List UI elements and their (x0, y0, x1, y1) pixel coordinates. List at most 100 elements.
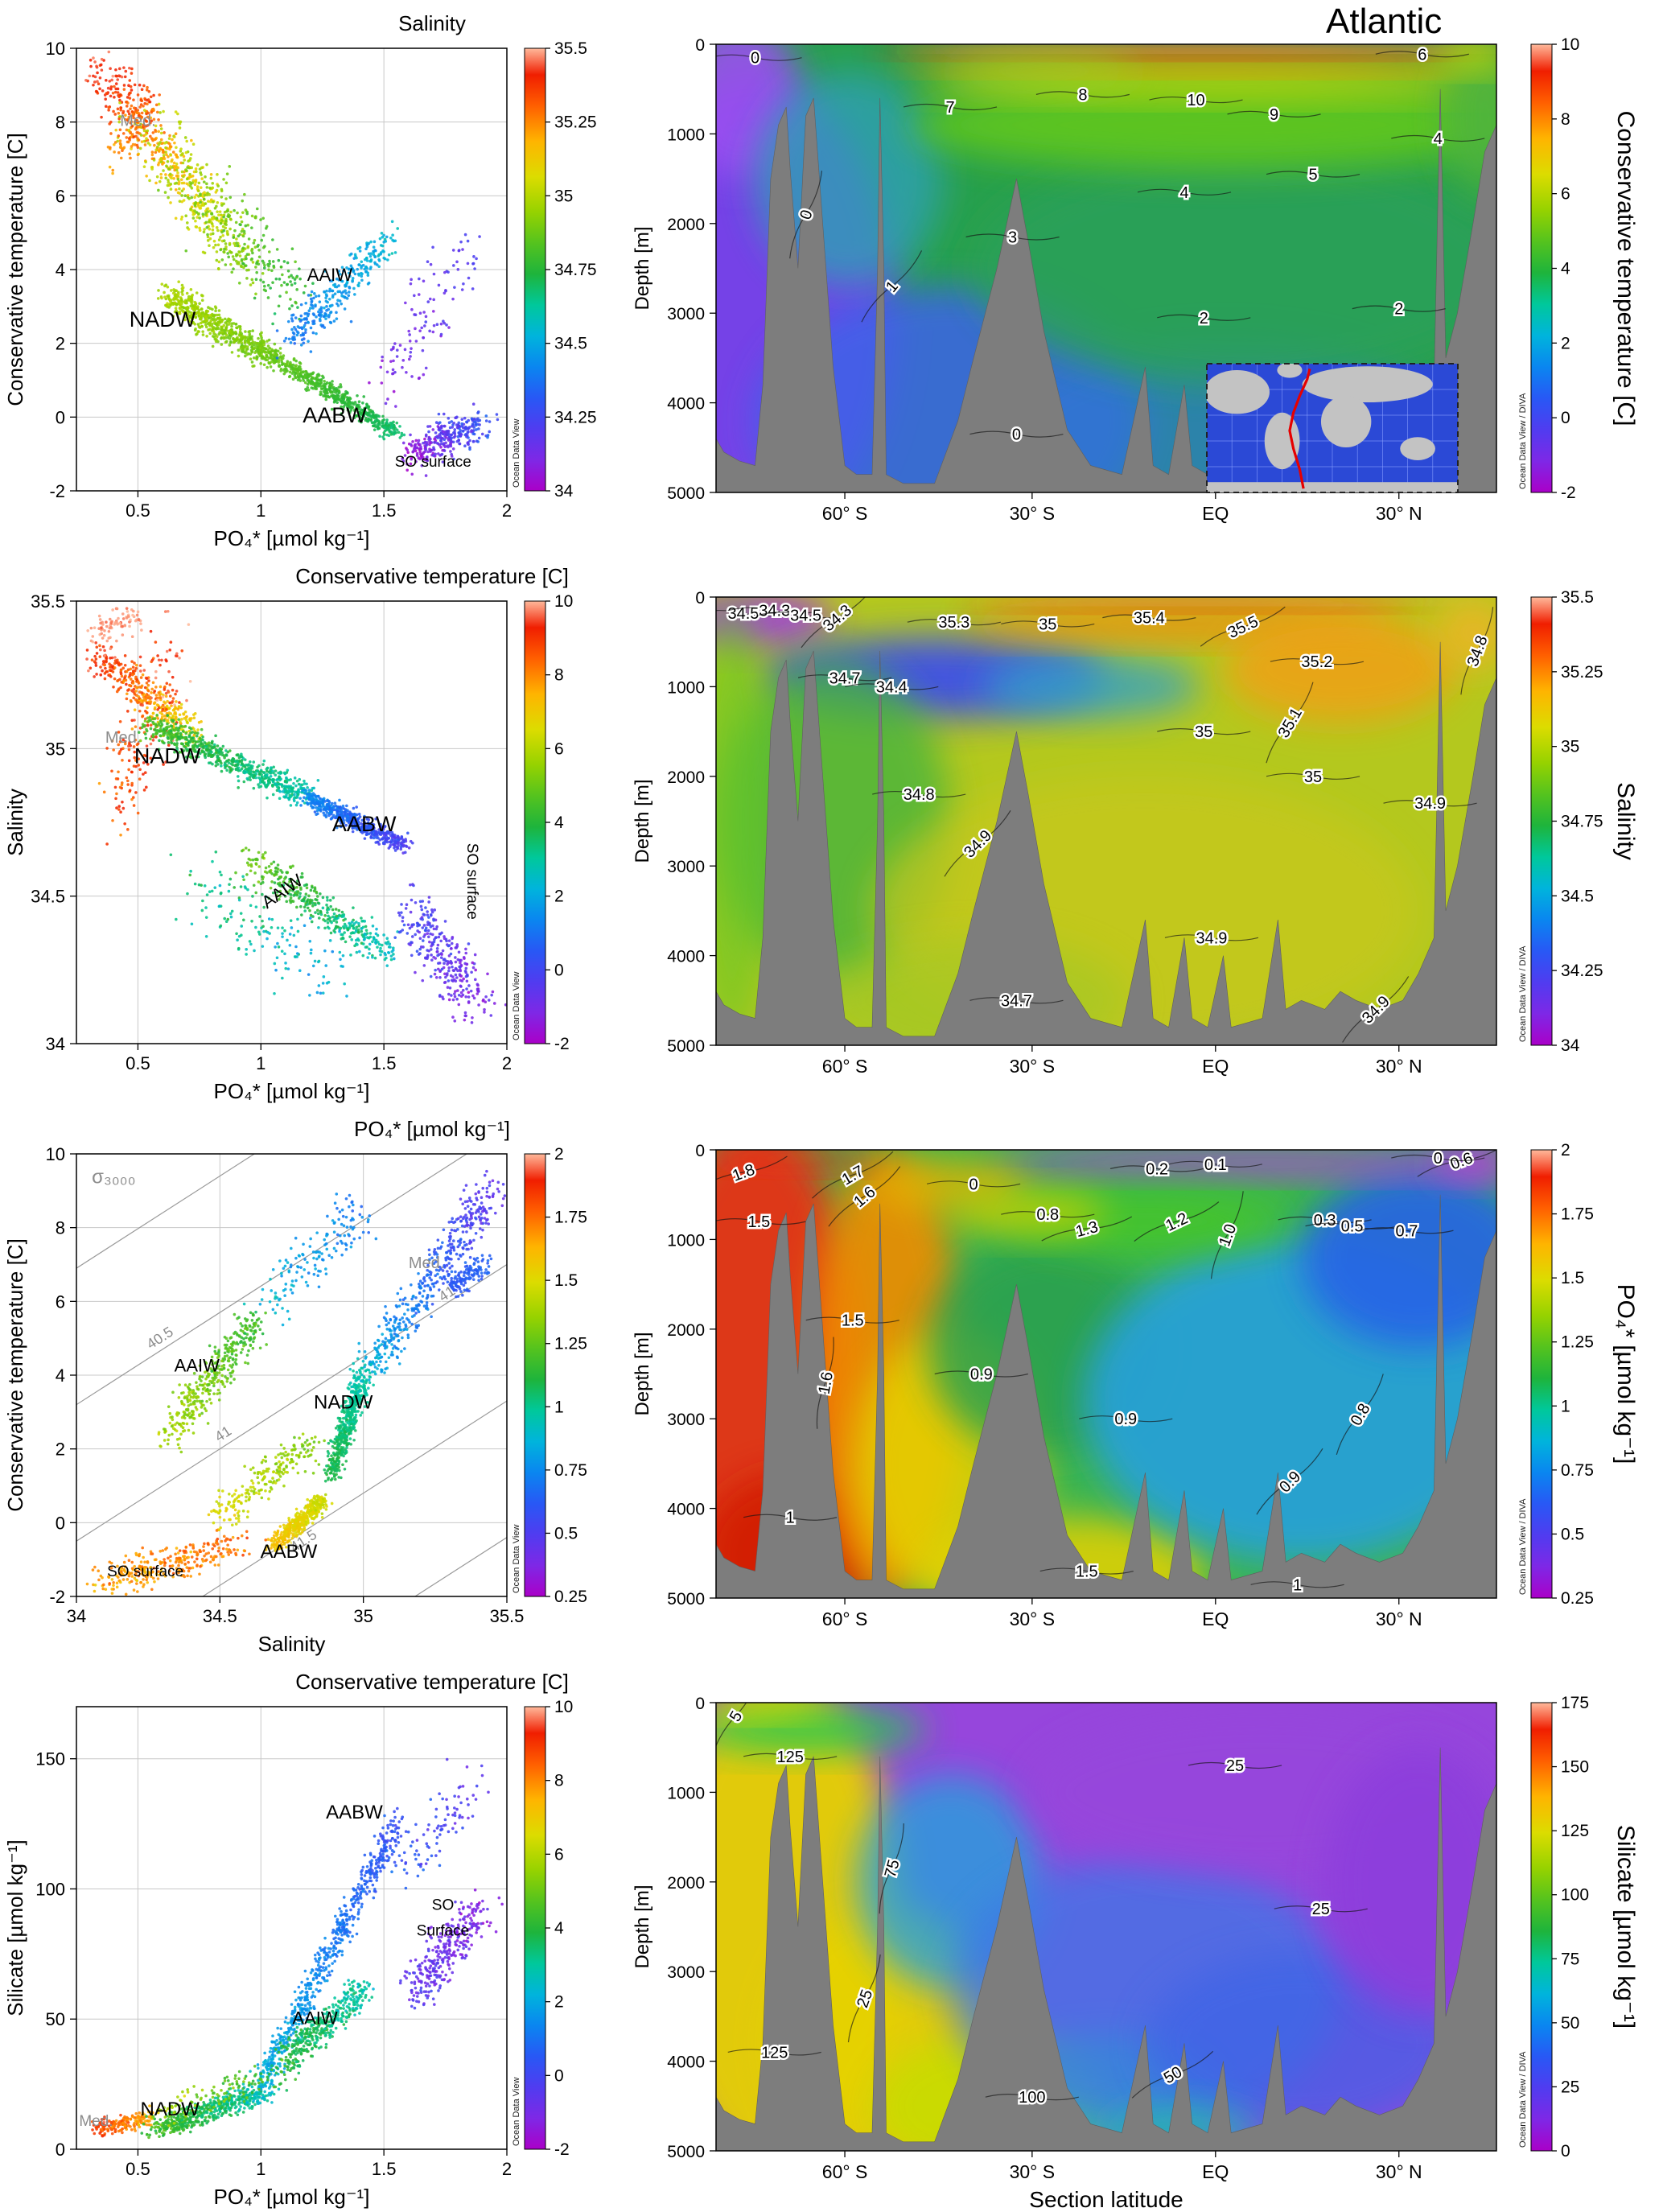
svg-text:4000: 4000 (667, 395, 705, 414)
svg-text:34.75: 34.75 (554, 261, 597, 279)
svg-text:10: 10 (1561, 35, 1579, 54)
svg-text:NADW: NADW (130, 307, 196, 332)
svg-text:6: 6 (56, 186, 65, 206)
svg-text:7: 7 (945, 99, 954, 117)
svg-text:2: 2 (1200, 310, 1208, 327)
scatter-points (84, 50, 500, 477)
svg-text:1: 1 (256, 500, 266, 521)
svg-text:10: 10 (1187, 92, 1204, 109)
svg-text:0: 0 (1561, 409, 1570, 427)
svg-text:4: 4 (1434, 130, 1443, 148)
svg-text:3: 3 (1008, 229, 1017, 247)
svg-text:-2: -2 (1561, 484, 1576, 502)
svg-text:AABW: AABW (303, 403, 367, 427)
section-field (716, 44, 1496, 492)
colorbar: -2 0 2 4 6 8 10 Conservative temperature [C] Oce… (1518, 35, 1639, 502)
svg-text:Ocean Data View / DIVA: Ocean Data View / DIVA (1518, 393, 1528, 489)
svg-text:6: 6 (1561, 185, 1570, 204)
svg-text:5: 5 (1308, 167, 1317, 184)
svg-text:5000: 5000 (667, 484, 705, 503)
svg-text:Depth [m]: Depth [m] (632, 226, 653, 310)
colorbar: 3434.2534.534.753535.2535.5SalinityOcean… (1518, 588, 1639, 1055)
bathymetry (716, 1747, 1496, 2151)
svg-text:34.25: 34.25 (554, 408, 597, 426)
svg-text:0: 0 (1012, 426, 1021, 444)
svg-text:0: 0 (695, 36, 705, 55)
svg-text:6: 6 (1418, 46, 1426, 64)
svg-text:AAIW: AAIW (307, 265, 352, 285)
svg-text:2: 2 (502, 500, 512, 521)
svg-text:Ocean Data View: Ocean Data View (512, 419, 521, 488)
scatter-annotations: Med. AAIW NADW AABW SO surface (120, 112, 471, 471)
svg-text:0: 0 (56, 407, 65, 427)
svg-text:-2: -2 (49, 481, 65, 501)
section-panel: 34.5 34.3 34.534.3 35.3 35 35.4 35.535.234.734… (632, 589, 1497, 1077)
svg-text:2: 2 (1394, 301, 1403, 319)
svg-text:SO surface: SO surface (395, 454, 471, 471)
svg-text:Med.: Med. (120, 112, 155, 130)
colorbar: 34 34.25 34.5 34.75 35 35.25 35.5 Salinity Ocean… (398, 11, 596, 500)
svg-text:10: 10 (46, 39, 65, 59)
svg-text:35.5: 35.5 (554, 39, 587, 58)
svg-text:8: 8 (1078, 86, 1087, 104)
svg-text:1000: 1000 (667, 126, 705, 144)
svg-text:30° S: 30° S (1010, 503, 1056, 524)
svg-text:34.5: 34.5 (554, 335, 587, 353)
svg-text:1.5: 1.5 (372, 500, 397, 521)
svg-text:3000: 3000 (667, 305, 705, 323)
svg-text:Salinity: Salinity (398, 11, 466, 35)
svg-text:4: 4 (1561, 260, 1570, 278)
bathymetry (716, 641, 1496, 1045)
svg-text:4: 4 (56, 260, 65, 280)
svg-text:Conservative temperature [C]: Conservative temperature [C] (3, 133, 27, 406)
contour-labels: 34.5 34.3 34.534.3 35.3 35 35.4 35.535.234.734… (716, 597, 1493, 1043)
svg-text:34: 34 (554, 482, 574, 500)
svg-text:60° S: 60° S (822, 503, 868, 524)
svg-text:2: 2 (1561, 334, 1570, 352)
section-panel: 5125257525251251005001000200030004000500… (632, 1695, 1497, 2211)
svg-text:8: 8 (1561, 110, 1570, 129)
scatter-points (85, 607, 507, 1024)
svg-text:35: 35 (554, 187, 573, 205)
svg-text:0: 0 (751, 50, 759, 68)
svg-text:0.5: 0.5 (126, 500, 150, 521)
section-panel: 1.81.51.71.6 00.80.2 0.11.3 1.2 1.00.3 0.5 0.7… (632, 1142, 1497, 1629)
bathymetry (716, 1194, 1496, 1598)
svg-text:35.25: 35.25 (554, 113, 597, 132)
svg-text:EQ: EQ (1202, 503, 1229, 524)
scatter-points (90, 1757, 504, 2140)
scatter-axes: 0.5 1 1.5 2 -2 0 2 4 6 8 10 PO₄* [µmol kg⁻¹] Conserv… (3, 39, 512, 550)
svg-text:Conservative temperature [C]: Conservative temperature [C] (1612, 111, 1639, 426)
scatter-points (85, 1169, 507, 1596)
inset-map (1206, 363, 1459, 493)
svg-text:30° N: 30° N (1376, 503, 1422, 524)
figure-title: Atlantic (1326, 2, 1443, 41)
svg-text:2000: 2000 (667, 216, 705, 234)
row-1: 0.5 1 1.5 2 -2 0 2 4 6 8 10 PO₄* [µmol kg⁻¹] Conserv… (3, 11, 1639, 550)
scatter-axes: 34 34.5 35 35.5-20246810SalinityConservativ… (3, 1144, 524, 1656)
svg-text:8: 8 (56, 113, 65, 133)
scatter-grid (76, 600, 508, 1044)
svg-text:PO₄* [µmol kg⁻¹]: PO₄* [µmol kg⁻¹] (214, 526, 370, 550)
